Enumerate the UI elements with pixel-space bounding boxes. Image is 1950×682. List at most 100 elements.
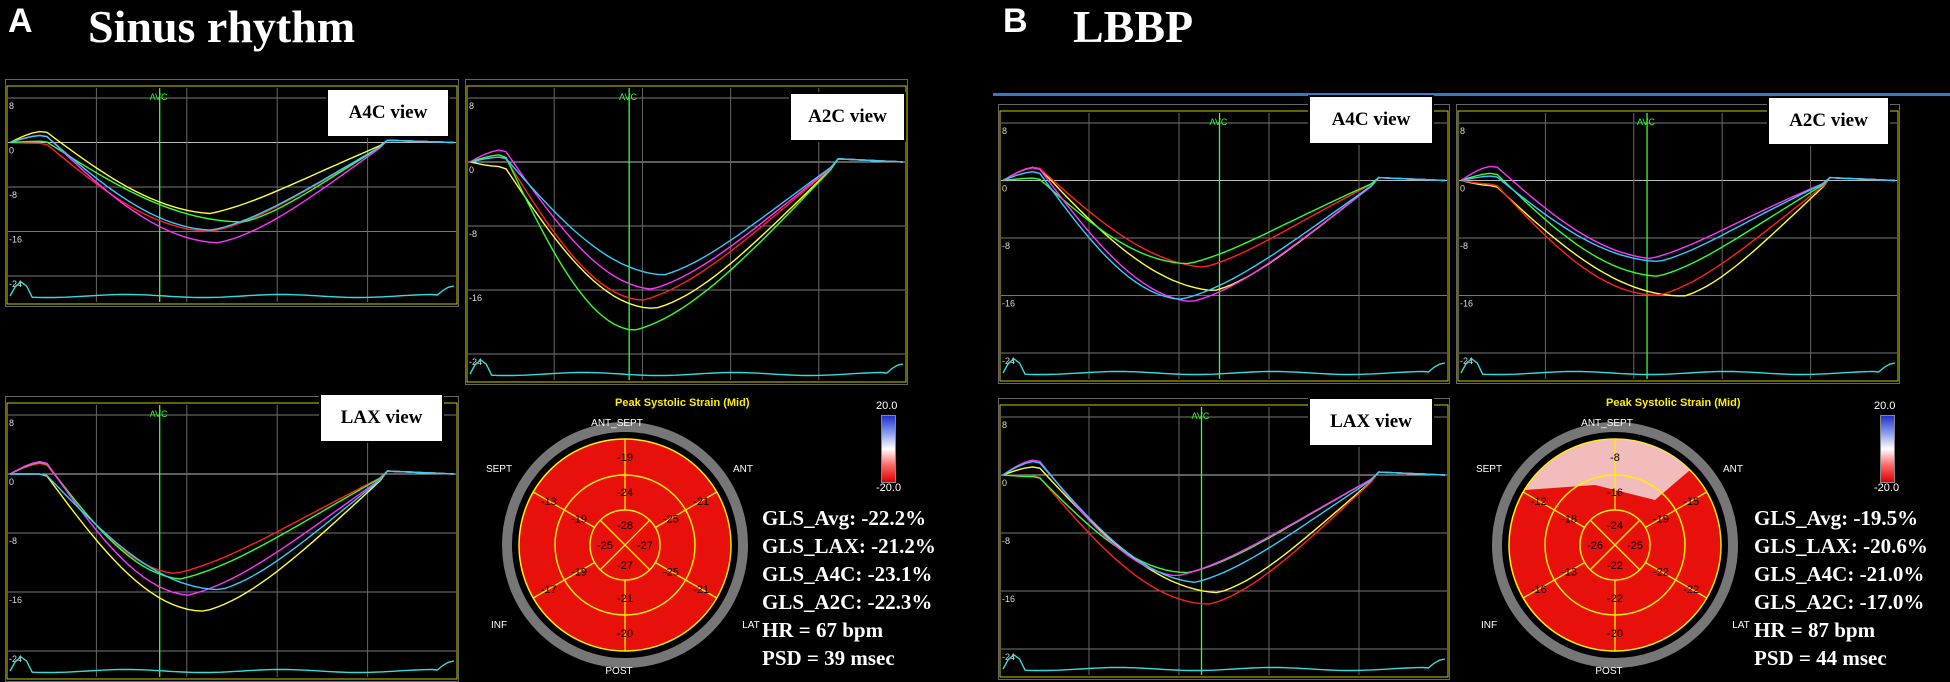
b-bullseye-title: Peak Systolic Strain (Mid) bbox=[1606, 397, 1741, 409]
strain-curve bbox=[1002, 459, 1446, 577]
a-gls-stats: GLS_Avg: -22.2% GLS_LAX: -21.2% GLS_A4C:… bbox=[762, 504, 936, 672]
strain-tick-label: 8 bbox=[1002, 420, 1007, 430]
strain-curve bbox=[1460, 176, 1896, 297]
segment-strain-value: -18 bbox=[1561, 514, 1577, 526]
strain-tick-label: -8 bbox=[1002, 536, 1010, 546]
a-scale-min: -20.0 bbox=[876, 482, 902, 494]
strain-curve bbox=[9, 139, 455, 223]
segment-strain-value: -16 bbox=[1607, 487, 1623, 499]
anterior-septal-low-strain-region bbox=[1525, 439, 1690, 500]
segment-strain-value: -15 bbox=[1683, 496, 1699, 508]
strain-tick-label: -8 bbox=[1460, 241, 1468, 251]
b-a4c-view-label: A4C view bbox=[1308, 95, 1434, 145]
panel-a-letter: A bbox=[8, 2, 33, 40]
ecg-trace bbox=[9, 281, 455, 299]
strain-tick-label: -24 bbox=[1460, 356, 1473, 366]
wall-label: ANT_SEPT bbox=[1581, 418, 1633, 429]
segment-strain-value: -19 bbox=[571, 514, 587, 526]
strain-curve bbox=[9, 134, 455, 231]
strain-tick-label: 0 bbox=[9, 477, 14, 487]
avc-marker-label: AVC bbox=[150, 92, 168, 102]
strain-tick-label: 8 bbox=[9, 418, 14, 428]
a-lax-strain-plot: 8 0 -8 -16 -24 AVC bbox=[5, 396, 459, 682]
strain-curve bbox=[9, 134, 455, 244]
a-a4c-view-label: A4C view bbox=[326, 88, 450, 138]
strain-tick-label: -24 bbox=[9, 654, 22, 664]
strain-curve bbox=[469, 158, 904, 309]
segment-strain-value: -25 bbox=[1627, 540, 1643, 552]
b-a2c-view-label: A2C view bbox=[1767, 96, 1890, 146]
b-scale-max: 20.0 bbox=[1874, 400, 1896, 412]
segment-strain-value: -22 bbox=[1607, 593, 1623, 605]
a-a2c-view-label: A2C view bbox=[789, 92, 906, 142]
segment-strain-value: -19 bbox=[1653, 514, 1669, 526]
strain-tick-label: -8 bbox=[9, 190, 17, 200]
avc-marker-label: AVC bbox=[1192, 411, 1210, 421]
segment-strain-value: -16 bbox=[1531, 584, 1547, 596]
segment-strain-value: -26 bbox=[1587, 540, 1603, 552]
strain-tick-label: -16 bbox=[1002, 594, 1015, 604]
a-scale-max: 20.0 bbox=[876, 400, 898, 412]
strain-tick-label: -24 bbox=[469, 357, 482, 367]
a-stat-line: GLS_LAX: -21.2% bbox=[762, 534, 936, 558]
strain-curve bbox=[10, 470, 455, 591]
strain-curve bbox=[1002, 466, 1446, 594]
a-bullseye-chart: -19-21-21-20-17-13-24-25-25-21-19-19-28-… bbox=[486, 418, 760, 675]
panel-a-title: Sinus rhythm bbox=[88, 1, 356, 52]
ecg-trace bbox=[469, 359, 904, 377]
wall-label: POST bbox=[1595, 666, 1622, 675]
strain-tick-label: -24 bbox=[1002, 356, 1015, 366]
strain-curve bbox=[1002, 460, 1446, 584]
b-stat-line: GLS_A4C: -21.0% bbox=[1754, 562, 1925, 586]
ecg-trace bbox=[9, 656, 455, 674]
strain-tick-label: -16 bbox=[1460, 299, 1473, 309]
segment-strain-value: -21 bbox=[693, 584, 709, 596]
ecg-trace bbox=[1002, 654, 1446, 672]
segment-strain-value: -21 bbox=[693, 496, 709, 508]
wall-label: ANT bbox=[733, 464, 753, 475]
b-gls-stats: GLS_Avg: -19.5% GLS_LAX: -20.6% GLS_A4C:… bbox=[1754, 504, 1928, 672]
segment-strain-value: -20 bbox=[617, 628, 633, 640]
strain-curve bbox=[9, 460, 455, 596]
a-lax-view-label: LAX view bbox=[319, 393, 444, 443]
strain-tick-label: -16 bbox=[9, 235, 22, 245]
strain-tick-label: -16 bbox=[9, 595, 22, 605]
strain-curve bbox=[1460, 176, 1896, 296]
segment-strain-value: -25 bbox=[663, 567, 679, 579]
wall-label: SEPT bbox=[486, 464, 512, 475]
b-stat-line: GLS_Avg: -19.5% bbox=[1754, 506, 1919, 530]
panel-b-top-bar bbox=[993, 93, 1950, 96]
strain-curve bbox=[9, 130, 455, 215]
segment-strain-value: -22 bbox=[1683, 584, 1699, 596]
strain-tick-label: -16 bbox=[469, 293, 482, 303]
strain-curve bbox=[1460, 175, 1896, 263]
strain-tick-label: 0 bbox=[469, 165, 474, 175]
segment-strain-value: -25 bbox=[663, 514, 679, 526]
strain-tick-label: -24 bbox=[1002, 652, 1015, 662]
strain-curve bbox=[1002, 471, 1446, 605]
segment-strain-value: -8 bbox=[1610, 452, 1620, 464]
b-stat-line: GLS_LAX: -20.6% bbox=[1754, 534, 1928, 558]
strain-curve bbox=[9, 461, 455, 580]
strain-curve bbox=[469, 156, 904, 301]
a-a2c-strain-plot: 8 0 -8 -16 -24 AVC bbox=[465, 79, 908, 385]
segment-strain-value: -25 bbox=[597, 540, 613, 552]
strain-tick-label: 8 bbox=[1460, 126, 1465, 136]
strain-curve bbox=[1002, 166, 1446, 292]
b-a2c-strain-plot: 8 0 -8 -16 -24 AVC bbox=[1456, 104, 1900, 384]
avc-marker-label: AVC bbox=[1210, 117, 1228, 127]
segment-strain-value: -22 bbox=[1653, 567, 1669, 579]
strain-curve bbox=[469, 156, 904, 276]
a-color-scale bbox=[881, 415, 896, 483]
wall-label: SEPT bbox=[1476, 464, 1502, 475]
strain-curve bbox=[469, 154, 904, 331]
segment-strain-value: -19 bbox=[617, 452, 633, 464]
wall-label: POST bbox=[605, 666, 632, 675]
strain-curve bbox=[469, 149, 904, 290]
strain-curve bbox=[1002, 471, 1446, 574]
segment-strain-value: -27 bbox=[617, 560, 633, 572]
strain-curve bbox=[1460, 172, 1896, 277]
segment-strain-value: -24 bbox=[1607, 520, 1623, 532]
a-stat-line: HR = 67 bpm bbox=[762, 618, 884, 642]
a-stat-line: GLS_A4C: -23.1% bbox=[762, 562, 933, 586]
